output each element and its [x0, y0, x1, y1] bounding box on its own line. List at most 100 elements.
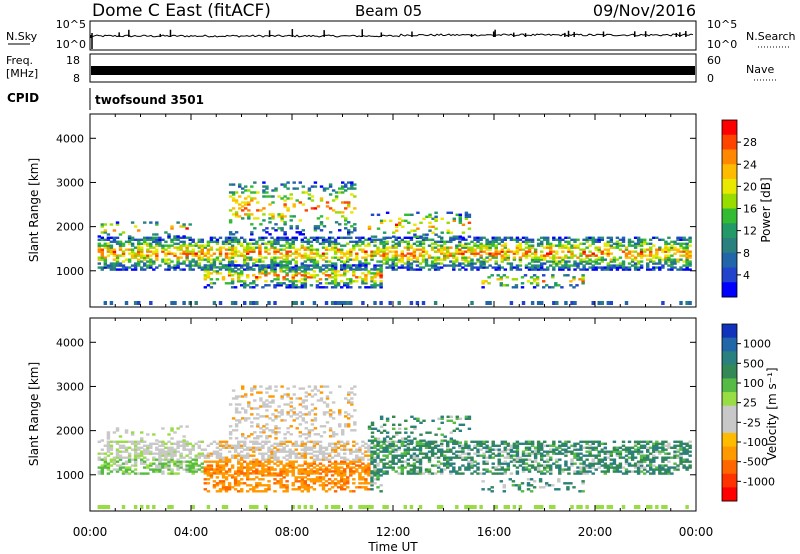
range-cell: [491, 236, 495, 239]
range-cell: [627, 244, 632, 247]
range-cell: [176, 266, 180, 269]
range-cell: [401, 225, 405, 228]
range-cell: [191, 268, 195, 271]
range-cell: [346, 476, 350, 479]
range-cell: [315, 260, 320, 263]
range-cell: [243, 472, 247, 475]
range-cell: [330, 262, 335, 265]
range-cell: [509, 460, 514, 463]
range-cell: [215, 454, 220, 457]
range-cell: [615, 468, 620, 471]
range-cell: [536, 444, 541, 447]
range-cell: [307, 197, 312, 200]
range-cell: [563, 274, 567, 277]
range-cell: [288, 280, 292, 283]
range-cell: [261, 464, 265, 467]
range-cell: [218, 262, 223, 265]
range-cell: [237, 444, 241, 447]
range-cell: [303, 264, 308, 267]
range-cell: [327, 240, 332, 243]
range-cell: [121, 268, 126, 271]
range-cell: [636, 442, 641, 445]
range-cell: [258, 252, 262, 255]
range-cell: [512, 444, 517, 447]
range-cell: [485, 240, 489, 243]
range-cell: [452, 442, 456, 445]
range-cell: [280, 219, 284, 222]
range-cell: [524, 440, 529, 443]
range-cell: [350, 183, 354, 186]
range-cell: [685, 238, 689, 241]
range-cell: [552, 452, 556, 455]
range-cell: [530, 466, 535, 469]
range-cell: [143, 254, 147, 257]
range-cell: [573, 454, 577, 457]
range-cell: [127, 466, 132, 469]
range-cell: [294, 264, 298, 267]
range-cell: [109, 452, 114, 455]
range-cell: [264, 268, 268, 271]
range-cell: [262, 229, 266, 232]
range-cell: [527, 250, 532, 253]
range-cell: [355, 454, 359, 457]
range-cell: [624, 266, 629, 269]
range-cell: [443, 240, 447, 243]
range-cell: [373, 250, 377, 253]
range-cell: [349, 264, 353, 267]
range-cell: [624, 460, 629, 463]
range-cell: [567, 264, 571, 267]
range-cell: [124, 248, 129, 251]
range-cell: [615, 464, 620, 467]
range-cell: [224, 240, 229, 243]
range-cell: [246, 476, 250, 479]
range-cell: [532, 274, 537, 277]
range-cell: [318, 468, 323, 471]
range-cell: [218, 460, 223, 463]
range-cell: [256, 201, 260, 204]
range-cell: [140, 238, 144, 241]
range-cell: [440, 258, 444, 261]
range-cell: [361, 468, 365, 471]
range-cell: [461, 456, 465, 459]
range-cell: [127, 260, 132, 263]
range-cell: [397, 460, 401, 463]
range-cell: [330, 462, 335, 465]
range-cell: [540, 444, 544, 447]
range-cell: [185, 246, 189, 249]
range-cell: [591, 252, 595, 255]
range-cell: [443, 246, 447, 249]
range-cell: [209, 240, 214, 243]
range-cell: [581, 280, 585, 283]
range-cell: [376, 452, 380, 455]
range-cell: [394, 440, 398, 443]
range-cell: [124, 456, 129, 459]
range-cell: [440, 236, 444, 239]
range-cell: [318, 444, 323, 447]
range-cell: [149, 452, 153, 455]
range-cell: [130, 254, 135, 257]
range-cell: [315, 454, 320, 457]
range-cell: [449, 472, 453, 475]
range-cell: [597, 262, 601, 265]
range-cell: [612, 458, 617, 461]
range-cell: [109, 444, 114, 447]
range-cell: [606, 266, 611, 269]
range-cell: [343, 472, 347, 475]
range-cell: [273, 446, 277, 449]
range-cell: [361, 476, 365, 479]
range-cell: [549, 244, 553, 247]
range-cell: [636, 260, 641, 263]
range-cell: [418, 442, 423, 445]
range-cell: [253, 217, 257, 220]
range-cell: [249, 258, 253, 261]
range-cell: [182, 225, 186, 228]
range-cell: [233, 482, 238, 485]
range-cell: [206, 490, 211, 493]
range-cell: [300, 270, 305, 273]
range-cell: [161, 464, 165, 467]
range-cell: [482, 456, 486, 459]
range-cell: [434, 211, 438, 214]
range-cell: [579, 242, 583, 245]
range-cell: [230, 264, 235, 267]
range-cell: [421, 258, 426, 261]
